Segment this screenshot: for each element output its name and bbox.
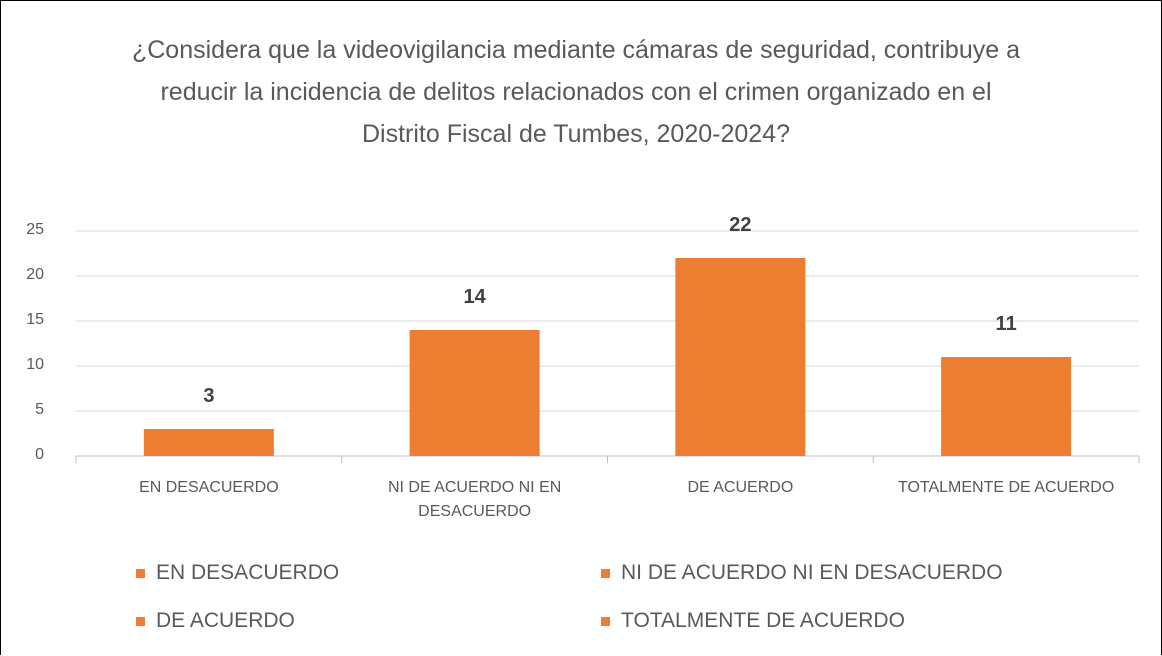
value-label: 22 bbox=[729, 214, 752, 236]
y-tick-label: 20 bbox=[26, 266, 44, 283]
chart-title: ¿Considera que la videovigilancia median… bbox=[131, 36, 1020, 148]
bar bbox=[941, 357, 1072, 456]
y-tick-label: 5 bbox=[35, 401, 44, 418]
y-tick-label: 25 bbox=[26, 221, 44, 238]
legend-label: EN DESACUERDO bbox=[156, 561, 340, 584]
legend-label: DE ACUERDO bbox=[156, 609, 295, 632]
bar bbox=[409, 330, 540, 456]
bar bbox=[143, 429, 274, 456]
legend-label: TOTALMENTE DE ACUERDO bbox=[621, 609, 905, 632]
bar bbox=[675, 258, 806, 456]
value-label: 14 bbox=[463, 286, 486, 308]
value-label: 3 bbox=[203, 385, 215, 407]
x-tick-label: EN DESACUERDO bbox=[139, 479, 279, 496]
value-label: 11 bbox=[995, 313, 1017, 335]
legend-swatch bbox=[136, 617, 145, 626]
legend-swatch bbox=[601, 617, 610, 626]
x-tick-label: DE ACUERDO bbox=[687, 479, 794, 496]
y-tick-label: 0 bbox=[35, 446, 44, 463]
y-tick-label: 15 bbox=[26, 311, 44, 328]
legend-swatch bbox=[136, 569, 145, 578]
legend-swatch bbox=[601, 569, 610, 578]
legend-label: NI DE ACUERDO NI EN DESACUERDO bbox=[621, 561, 1003, 584]
x-tick-label: TOTALMENTE DE ACUERDO bbox=[897, 479, 1115, 496]
y-tick-label: 10 bbox=[26, 356, 44, 373]
x-tick-label: NI DE ACUERDO NI EN DESACUERDO bbox=[387, 479, 562, 520]
